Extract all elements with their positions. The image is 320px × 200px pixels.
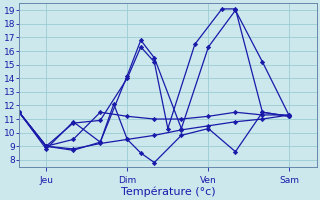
X-axis label: Température (°c): Température (°c) <box>121 186 215 197</box>
